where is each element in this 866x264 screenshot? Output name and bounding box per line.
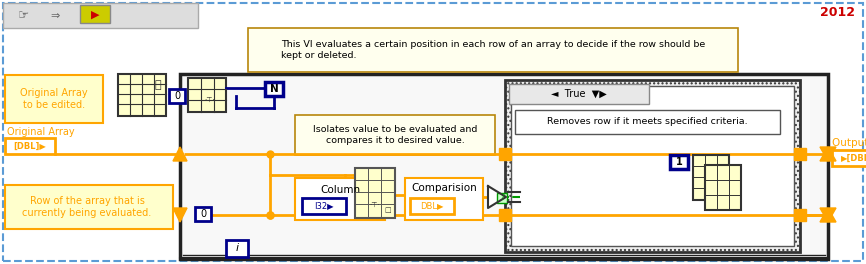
Bar (265, 82, 283, 96)
Bar (405, 178, 483, 220)
Polygon shape (820, 208, 836, 222)
Text: Removes row if it meets specified criteria.: Removes row if it meets specified criter… (546, 117, 747, 126)
Bar (118, 74, 166, 116)
Bar (80, 5, 110, 23)
Bar (295, 115, 495, 155)
Bar (515, 110, 780, 134)
Bar (670, 155, 688, 169)
Polygon shape (173, 208, 187, 222)
Text: N: N (269, 84, 278, 94)
Text: 0: 0 (174, 91, 180, 101)
Text: Comparision: Comparision (411, 183, 477, 193)
Bar (302, 198, 346, 214)
Text: Output Array: Output Array (832, 138, 866, 148)
Bar (5, 138, 55, 154)
Bar (295, 178, 385, 220)
Text: ·⊤·: ·⊤· (370, 202, 380, 208)
Bar (505, 80, 800, 252)
Text: ·⊤·: ·⊤· (204, 97, 216, 103)
Bar (410, 198, 454, 214)
Bar (355, 168, 395, 218)
Bar (794, 209, 806, 221)
Text: [DBL]▶: [DBL]▶ (14, 142, 47, 150)
Bar (3, 3, 198, 28)
Text: i: i (236, 243, 238, 253)
Text: 2012: 2012 (820, 6, 855, 18)
Text: DBL▶: DBL▶ (420, 201, 443, 210)
Bar (509, 84, 649, 104)
Bar (169, 89, 185, 103)
Bar (248, 28, 738, 72)
Bar (511, 86, 794, 246)
Bar (693, 155, 729, 200)
Text: 0: 0 (200, 209, 206, 219)
Bar (226, 240, 248, 257)
Bar (832, 150, 866, 166)
Bar (705, 165, 741, 210)
Text: Isolates value to be evaluated and
compares it to desired value.: Isolates value to be evaluated and compa… (313, 125, 477, 145)
Text: Column: Column (320, 185, 360, 195)
Bar (497, 193, 507, 203)
Text: □: □ (385, 207, 391, 213)
Text: ⤥: ⤥ (155, 80, 161, 90)
Bar (499, 209, 511, 221)
Text: Row of the array that is
currently being evaluated.: Row of the array that is currently being… (23, 196, 152, 218)
Polygon shape (820, 147, 836, 161)
Text: ☞: ☞ (18, 10, 29, 22)
Text: ⇒: ⇒ (50, 11, 60, 21)
Bar (195, 207, 211, 221)
Text: I32▶: I32▶ (314, 201, 333, 210)
Polygon shape (173, 147, 187, 161)
Bar (5, 75, 103, 123)
Bar (499, 148, 511, 160)
Bar (5, 185, 173, 229)
Text: ▶: ▶ (91, 10, 100, 20)
Polygon shape (488, 186, 506, 208)
Text: This VI evaluates a certain position in each row of an array to decide if the ro: This VI evaluates a certain position in … (281, 40, 705, 60)
Polygon shape (820, 208, 836, 222)
Text: ?: ? (500, 194, 504, 202)
Text: ◄  True  ▼▶: ◄ True ▼▶ (551, 89, 607, 99)
Text: ▶[DBL]: ▶[DBL] (841, 153, 866, 163)
Bar (188, 78, 226, 112)
Bar (180, 74, 828, 259)
Text: Original Array: Original Array (7, 127, 74, 137)
Text: 1: 1 (675, 157, 682, 167)
Bar (794, 148, 806, 160)
Polygon shape (820, 147, 836, 161)
Text: Original Array
to be edited.: Original Array to be edited. (20, 88, 87, 110)
